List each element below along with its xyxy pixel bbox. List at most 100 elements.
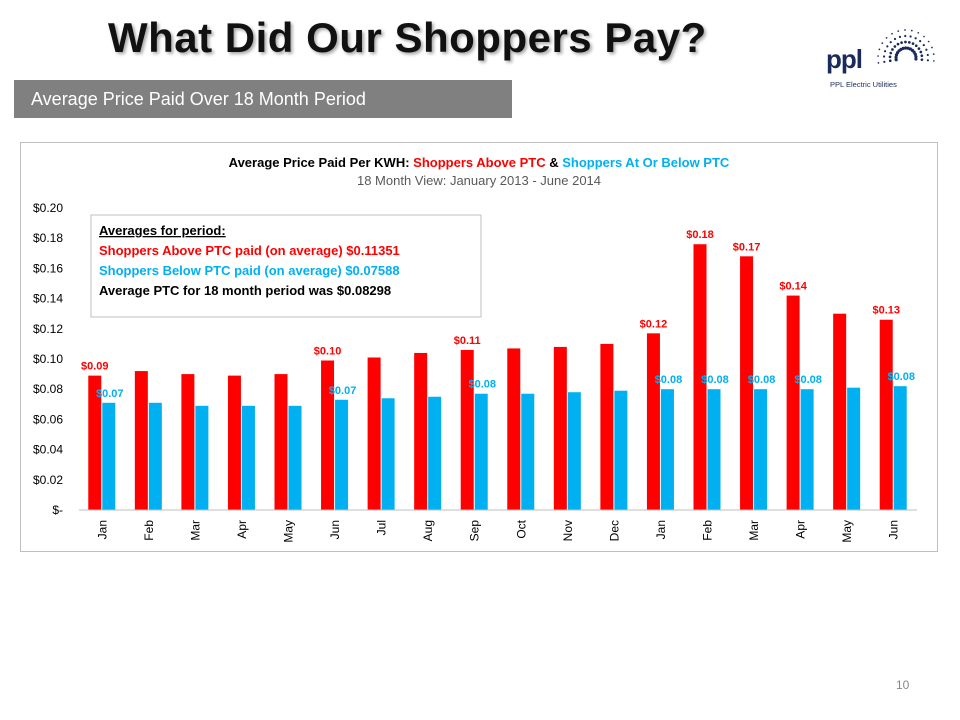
x-tick-label: Dec (607, 520, 621, 541)
y-tick-label: $0.04 (33, 443, 63, 457)
x-tick-label: Mar (188, 520, 202, 541)
y-tick-label: $0.08 (33, 382, 63, 396)
bar-below-ptc (614, 390, 628, 510)
bar-below-ptc (335, 399, 349, 510)
y-tick-label: $0.18 (33, 231, 63, 245)
bar-below-ptc (102, 402, 116, 510)
y-tick-label: $0.10 (33, 352, 63, 366)
bar-above-ptc (274, 374, 288, 510)
y-tick-label: $0.14 (33, 292, 63, 306)
bar-below-ptc (148, 402, 162, 510)
x-tick-label: Jun (328, 520, 342, 539)
bar-below-ptc (241, 405, 255, 510)
x-tick-label: Jul (375, 520, 389, 535)
bar-above-ptc (553, 346, 567, 510)
annotation-heading: Averages for period: (99, 223, 226, 238)
chart-title-prefix: Average Price Paid Per KWH: (229, 155, 413, 170)
bar-above-ptc (833, 313, 847, 510)
slide-title: What Did Our Shoppers Pay? (108, 14, 707, 61)
page-number: 10 (896, 678, 910, 692)
bar-above-ptc (367, 357, 381, 510)
data-label-below-ptc: $0.07 (96, 388, 124, 400)
bar-below-ptc (847, 387, 861, 510)
x-tick-label: Jan (654, 520, 668, 539)
data-label-below-ptc: $0.08 (887, 371, 915, 383)
data-label-below-ptc: $0.07 (329, 385, 357, 397)
x-tick-label: Apr (235, 520, 249, 539)
bar-above-ptc (600, 343, 614, 510)
y-tick-label: $- (52, 503, 63, 517)
annotation-above-ptc: Shoppers Above PTC paid (on average) $0.… (99, 243, 400, 258)
bar-chart: Average Price Paid Per KWH: Shoppers Abo… (33, 155, 917, 543)
bar-below-ptc (288, 405, 302, 510)
logo-wordmark: ppl (826, 44, 863, 74)
section-subtitle: Average Price Paid Over 18 Month Period (14, 80, 512, 118)
bar-below-ptc (521, 393, 535, 510)
bar-above-ptc (786, 295, 800, 510)
chart-frame: Average Price Paid Per KWH: Shoppers Abo… (20, 142, 938, 552)
bar-below-ptc (707, 389, 721, 510)
bar-above-ptc (507, 348, 521, 510)
x-tick-label: Feb (701, 520, 715, 541)
bar-below-ptc (381, 398, 395, 510)
bar-above-ptc (460, 349, 474, 510)
y-tick-label: $0.16 (33, 261, 63, 275)
chart-title-series-above: Shoppers Above PTC (413, 155, 546, 170)
bar-below-ptc (660, 389, 674, 510)
bar-above-ptc (88, 375, 102, 510)
bar-above-ptc (227, 375, 241, 510)
sunburst-icon (877, 29, 935, 64)
bar-above-ptc (740, 256, 754, 510)
y-tick-label: $0.06 (33, 412, 63, 426)
bar-above-ptc (321, 360, 335, 510)
bar-below-ptc (474, 393, 488, 510)
data-label-above-ptc: $0.14 (779, 281, 807, 293)
bar-above-ptc (879, 319, 893, 510)
bar-above-ptc (134, 371, 148, 510)
bar-below-ptc (567, 392, 581, 510)
x-tick-label: Feb (142, 520, 156, 541)
bar-below-ptc (800, 389, 814, 510)
bar-below-ptc (195, 405, 209, 510)
logo-subtitle: PPL Electric Utilities (830, 80, 897, 89)
data-label-above-ptc: $0.12 (640, 318, 668, 330)
y-tick-label: $0.12 (33, 322, 63, 336)
x-tick-label: Jun (887, 520, 901, 539)
chart-subtitle: 18 Month View: January 2013 - June 2014 (357, 173, 601, 188)
x-tick-label: Nov (561, 520, 575, 541)
data-label-below-ptc: $0.08 (468, 379, 496, 391)
data-label-above-ptc: $0.17 (733, 241, 761, 253)
x-tick-label: Oct (514, 519, 528, 538)
annotation-average-ptc: Average PTC for 18 month period was $0.0… (99, 283, 391, 298)
x-tick-label: May (282, 520, 296, 543)
bar-below-ptc (754, 389, 768, 510)
x-tick-label: Mar (747, 520, 761, 541)
annotation-below-ptc: Shoppers Below PTC paid (on average) $0.… (99, 263, 400, 278)
data-label-above-ptc: $0.09 (81, 361, 109, 373)
company-logo: ppl PPL Electric Utilities (826, 22, 946, 92)
y-tick-label: $0.02 (33, 473, 63, 487)
chart-title: Average Price Paid Per KWH: Shoppers Abo… (229, 155, 730, 170)
data-label-above-ptc: $0.18 (686, 229, 714, 241)
chart-title-joiner: & (546, 155, 563, 170)
data-label-above-ptc: $0.10 (314, 346, 342, 358)
y-tick-label: $0.20 (33, 201, 63, 215)
x-tick-label: Aug (421, 520, 435, 541)
bar-above-ptc (693, 244, 707, 510)
chart-title-series-below: Shoppers At Or Below PTC (562, 155, 730, 170)
x-tick-label: Sep (468, 520, 482, 542)
data-label-below-ptc: $0.08 (794, 374, 822, 386)
x-tick-label: Jan (95, 520, 109, 539)
data-label-below-ptc: $0.08 (655, 374, 683, 386)
averages-annotation-box: Averages for period: Shoppers Above PTC … (90, 214, 482, 318)
bar-above-ptc (414, 352, 428, 510)
data-label-below-ptc: $0.08 (748, 374, 776, 386)
bar-above-ptc (181, 374, 195, 510)
x-tick-label: May (840, 520, 854, 543)
data-label-above-ptc: $0.11 (454, 335, 481, 347)
bar-above-ptc (646, 333, 660, 510)
x-tick-label: Apr (794, 520, 808, 539)
data-label-below-ptc: $0.08 (701, 374, 729, 386)
data-label-above-ptc: $0.13 (872, 305, 900, 317)
bar-below-ptc (893, 386, 907, 510)
